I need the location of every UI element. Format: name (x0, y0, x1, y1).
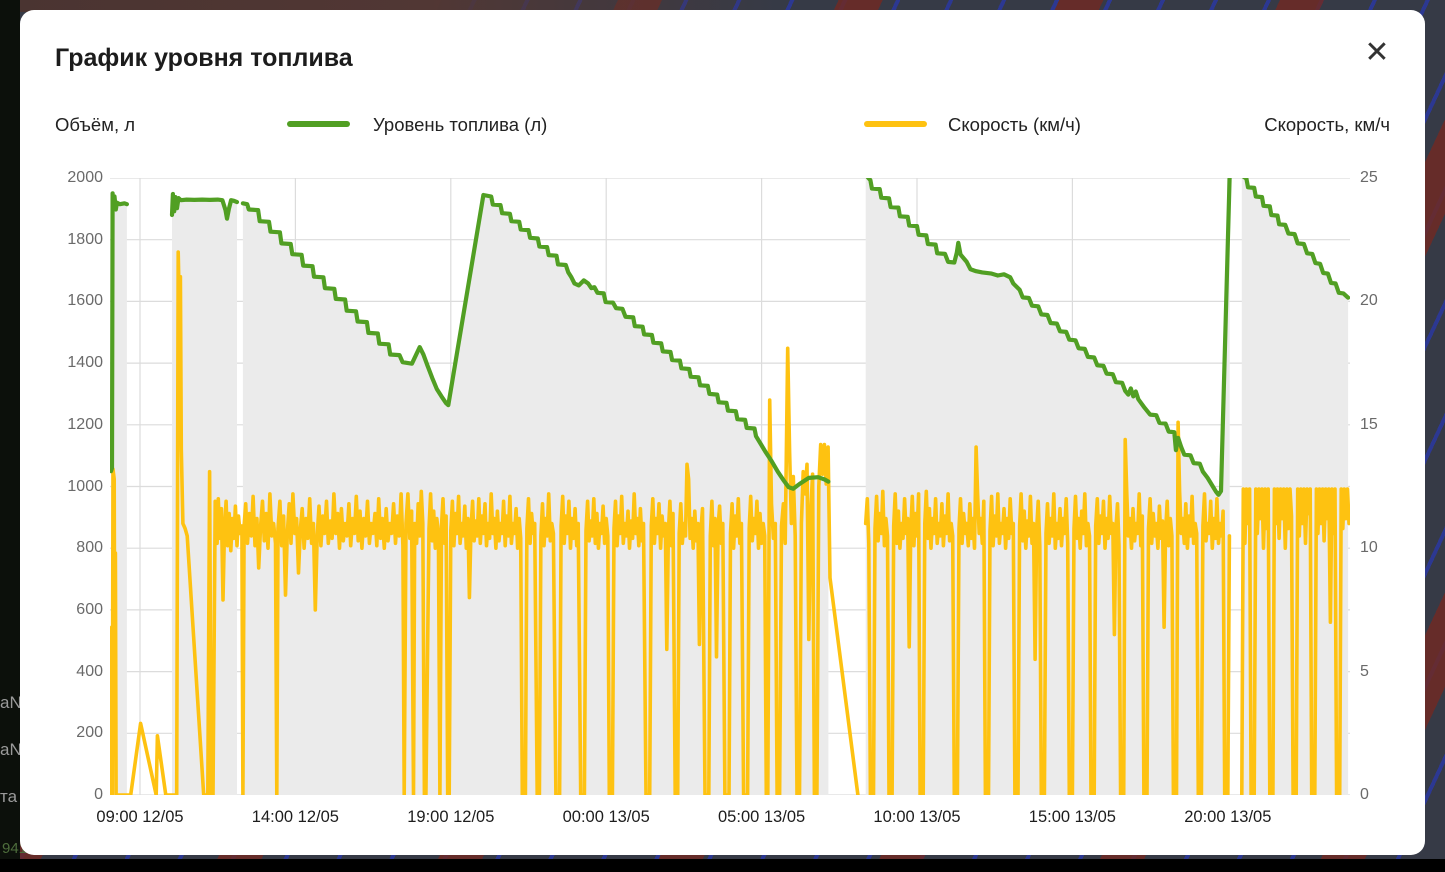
left-axis-tick-800: 800 (76, 539, 103, 557)
fuel-legend-label[interactable]: Уровень топлива (л) (373, 114, 548, 135)
modal-title: График уровня топлива (55, 44, 353, 72)
map-edge-label-0: aN (0, 693, 22, 712)
x-axis-tick-25: 10:00 13/05 (873, 808, 961, 826)
x-axis-tick-30: 15:00 13/05 (1028, 808, 1116, 826)
x-axis-tick-5: 14:00 12/05 (251, 808, 339, 826)
legend-row: Объём, л Уровень топлива (л) Скорость (к… (20, 112, 1425, 138)
right-axis-tick-25: 25 (1360, 169, 1378, 186)
left-axis-tick-1400: 1400 (67, 354, 103, 372)
right-axis-tick-10: 10 (1360, 539, 1378, 557)
map-edge-label-2: та (0, 787, 18, 806)
right-axis-tick-15: 15 (1360, 415, 1378, 433)
x-axis-tick-0: 09:00 12/05 (96, 808, 184, 826)
x-axis-tick-35: 20:00 13/05 (1184, 808, 1272, 826)
close-button[interactable]: ✕ (1357, 32, 1397, 72)
left-axis-title: Объём, л (55, 114, 136, 135)
speed-legend-label[interactable]: Скорость (км/ч) (948, 114, 1081, 135)
right-axis-title: Скорость, км/ч (1264, 114, 1390, 135)
left-axis-tick-1000: 1000 (67, 477, 103, 495)
right-axis-tick-20: 20 (1360, 292, 1378, 310)
left-axis-tick-200: 200 (76, 724, 103, 742)
x-axis-tick-15: 00:00 13/05 (562, 808, 650, 826)
x-axis-tick-20: 05:00 13/05 (718, 808, 806, 826)
close-icon: ✕ (1364, 35, 1390, 69)
map-edge-label-1: aN (0, 740, 22, 759)
chart-plot-area[interactable] (110, 178, 1350, 795)
left-axis-tick-2000: 2000 (67, 169, 103, 186)
fuel-legend-swatch (287, 121, 350, 127)
right-axis-tick-5: 5 (1360, 662, 1369, 680)
speed-legend-swatch (864, 121, 927, 127)
left-axis-tick-600: 600 (76, 600, 103, 618)
x-axis-tick-10: 19:00 12/05 (407, 808, 495, 826)
map-left-strip (0, 0, 20, 872)
right-axis-tick-0: 0 (1360, 786, 1369, 803)
left-axis-tick-1200: 1200 (67, 415, 103, 433)
map-patch-topleft (0, 0, 780, 12)
left-axis-tick-1800: 1800 (67, 230, 103, 248)
map-bottom-bar (0, 859, 1445, 872)
fuel-chart-modal: График уровня топлива ✕ Объём, л Уровень… (20, 10, 1425, 855)
left-axis-tick-400: 400 (76, 662, 103, 680)
left-axis-tick-1600: 1600 (67, 292, 103, 310)
left-axis-tick-0: 0 (94, 786, 103, 803)
